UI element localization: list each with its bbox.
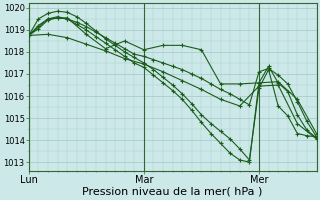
X-axis label: Pression niveau de la mer( hPa ): Pression niveau de la mer( hPa )	[83, 187, 263, 197]
